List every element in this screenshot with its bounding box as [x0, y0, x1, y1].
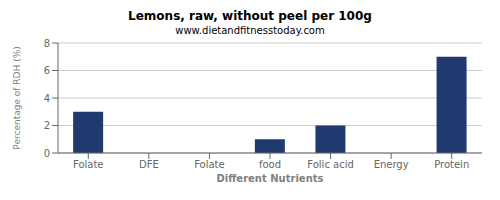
svg-text:Folic acid: Folic acid — [307, 159, 354, 170]
html-text:Lemons, raw, without peel per: Lemons, raw, without peel per 100g — [128, 9, 372, 23]
svg-text:Percentage of RDH (%): Percentage of RDH (%) — [12, 46, 22, 149]
html-text:www.dietandfitnesstoday.com: www.dietandfitnesstoday.com — [175, 25, 325, 36]
svg-text:6: 6 — [44, 65, 50, 76]
svg-text:8: 8 — [44, 38, 50, 49]
svg-text:Energy: Energy — [374, 159, 409, 170]
svg-text:0: 0 — [44, 148, 50, 159]
svg-text:Protein: Protein — [434, 159, 469, 170]
svg-text:DFE: DFE — [139, 159, 159, 170]
svg-text:Different Nutrients: Different Nutrients — [217, 173, 324, 184]
svg-text:Folate: Folate — [194, 159, 225, 170]
svg-text:2: 2 — [44, 120, 50, 131]
svg-text:4: 4 — [44, 93, 50, 104]
svg-text:food: food — [259, 159, 281, 170]
svg-text:Folate: Folate — [73, 159, 104, 170]
